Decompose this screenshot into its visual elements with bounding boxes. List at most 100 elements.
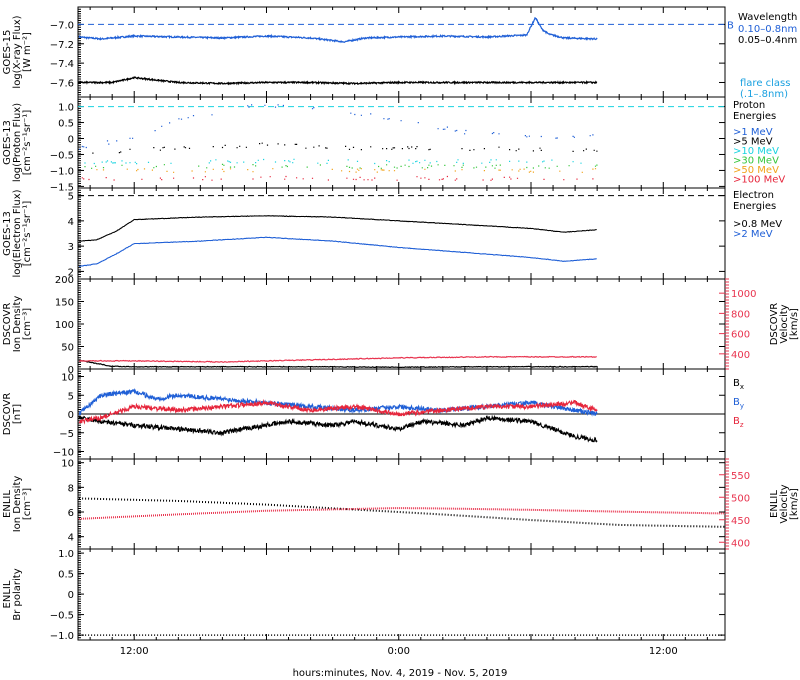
series-0-line bbox=[78, 215, 597, 242]
ytick-right-label-3: 400 bbox=[731, 350, 750, 361]
series-5-points bbox=[81, 175, 594, 181]
series-0-line bbox=[79, 359, 597, 369]
legend-proton-4: >50 MeV bbox=[733, 165, 779, 176]
ytick-label-2: 0 bbox=[68, 135, 74, 146]
ytick-label-3: 2 bbox=[68, 267, 74, 278]
ytick-label-1: 4 bbox=[68, 217, 74, 228]
series-3-points bbox=[84, 163, 598, 169]
ylabel-left: GOES-15 bbox=[2, 30, 13, 75]
ylabel-right: Velocity bbox=[779, 304, 790, 343]
ytick-label-1: 0.5 bbox=[58, 119, 74, 130]
legend-electron-title2: Energies bbox=[733, 201, 776, 212]
panel-xray: −7.0 −7.2 −7.4 −7.6 B GOES-15 log(X-ray Flux)[… bbox=[2, 6, 734, 98]
ytick-label-0: 10 bbox=[61, 373, 74, 384]
series-4-points bbox=[96, 168, 597, 173]
panel-dscovr_b: 10 5 0 −5 −10 DSCOVR [nT] bbox=[2, 368, 726, 460]
panel-enlil_polarity: 1.0 0.5 0 −0.5 −1.0 ENLIL Br polarity bbox=[2, 548, 726, 642]
panel-frame bbox=[77, 548, 726, 641]
legend-b-2: Bz bbox=[733, 416, 744, 429]
legend-proton-title: Proton bbox=[733, 100, 765, 111]
ylabel-left: Ion Density bbox=[12, 296, 23, 353]
legend-proton-2: >10 MeV bbox=[733, 146, 779, 157]
legend-proton-3: >30 MeV bbox=[733, 156, 779, 167]
ytick-label-5: −1.5 bbox=[50, 182, 74, 193]
ytick-label-2: 0 bbox=[68, 410, 74, 421]
ytick-label-4: 0 bbox=[68, 365, 74, 376]
ytick-label-1: 8 bbox=[68, 483, 74, 494]
ytick-label-2: 6 bbox=[68, 508, 74, 519]
legend-xray-flare-sub: (.1–.8nm) bbox=[740, 89, 788, 100]
ylabel-left: [cm⁻³] bbox=[22, 308, 33, 340]
ylabel-left: [W m⁻²] bbox=[22, 32, 33, 72]
panel-frame bbox=[77, 458, 726, 550]
series-2-line bbox=[78, 398, 598, 425]
ylabel-left: DSCOVR bbox=[2, 303, 13, 346]
ytick-label-3: −0.5 bbox=[50, 611, 74, 622]
ylabel-left: [cm⁻³] bbox=[22, 488, 33, 520]
series-2-points bbox=[84, 158, 582, 165]
legend-proton-1: >5 MeV bbox=[733, 137, 773, 148]
panel-frame bbox=[77, 96, 726, 189]
legend-proton-0: >1 MeV bbox=[733, 127, 773, 138]
ytick-right-label-2: 450 bbox=[731, 516, 750, 527]
series-0-line bbox=[78, 414, 598, 443]
ylabel-left: log(Proton Flux) bbox=[12, 103, 23, 182]
panel-frame bbox=[77, 187, 726, 280]
legend-b-0: Bx bbox=[733, 378, 744, 391]
ylabel-left: GOES-13 bbox=[2, 211, 13, 256]
ytick-label-2: 3 bbox=[68, 242, 74, 253]
ytick-right-label-2: 600 bbox=[731, 330, 750, 341]
series-0-points bbox=[79, 104, 594, 150]
ylabel-left: Br polarity bbox=[12, 568, 23, 620]
ytick-right-label-0: 1000 bbox=[731, 289, 756, 300]
ylabel-left: [cm⁻²s⁻¹sr⁻¹] bbox=[22, 110, 33, 176]
xtick-label-2: 12:00 bbox=[649, 646, 678, 657]
legend-xray-0: 0.10–0.8nm bbox=[738, 24, 797, 35]
panel-proton: 1.0 0.5 0 −0.5 −1.0 −1.5 GOES-13 log(Proton Flu… bbox=[2, 96, 726, 193]
series-1-line bbox=[79, 507, 725, 520]
ytick-right-label-0: 550 bbox=[731, 471, 750, 482]
series-1-line bbox=[78, 236, 597, 268]
xtick-label-0: 12:00 bbox=[120, 646, 149, 657]
ylabel-left: log(X-ray Flux) bbox=[12, 15, 23, 88]
legend-electron-1: >2 MeV bbox=[733, 229, 773, 240]
ytick-label-0: 1.0 bbox=[58, 549, 74, 560]
xtick-label-1: 0:00 bbox=[388, 646, 410, 657]
ytick-label-2: 0 bbox=[68, 590, 74, 601]
series-1-points bbox=[92, 142, 598, 154]
ytick-label-4: −1.0 bbox=[50, 166, 74, 177]
ylabel-left: ENLIL bbox=[2, 490, 13, 518]
ytick-right-label-1: 800 bbox=[731, 309, 750, 320]
ylabel-left: log(Electron Flux) bbox=[12, 189, 23, 277]
ytick-label-3: −0.5 bbox=[50, 150, 74, 161]
ytick-label-3: −7.6 bbox=[50, 78, 74, 89]
series-0-line bbox=[78, 17, 598, 44]
ytick-label-0: 1.0 bbox=[58, 103, 74, 114]
ytick-label-4: −10 bbox=[53, 448, 74, 459]
ytick-label-1: 150 bbox=[55, 298, 74, 309]
legend-electron-title: Electron bbox=[733, 190, 774, 201]
legend-b-1: By bbox=[733, 397, 744, 410]
ytick-label-2: −7.4 bbox=[50, 59, 74, 70]
ylabel-left: GOES-13 bbox=[2, 120, 13, 165]
x-axis-title: hours:minutes, Nov. 4, 2019 - Nov. 5, 20… bbox=[293, 668, 508, 679]
series-1-line bbox=[79, 355, 597, 363]
ylabel-left: [nT] bbox=[12, 404, 23, 424]
ytick-label-0: 10 bbox=[61, 459, 74, 470]
ytick-label-4: −1.0 bbox=[50, 631, 74, 642]
ylabel-right: [km/s] bbox=[789, 308, 800, 340]
ytick-label-1: −7.2 bbox=[50, 40, 74, 51]
series-1-line bbox=[78, 76, 598, 86]
ylabel-left: Ion Density bbox=[12, 476, 23, 533]
ytick-label-1: 5 bbox=[68, 391, 74, 402]
ylabel-right: [km/s] bbox=[789, 488, 800, 520]
legend-xray-flare: flare class bbox=[740, 78, 790, 89]
legend-xray-title: Wavelength bbox=[738, 12, 797, 23]
legend-xray-1: 0.05–0.4nm bbox=[738, 35, 797, 46]
ytick-label-0: 200 bbox=[55, 275, 74, 286]
panel-frame bbox=[77, 278, 726, 370]
